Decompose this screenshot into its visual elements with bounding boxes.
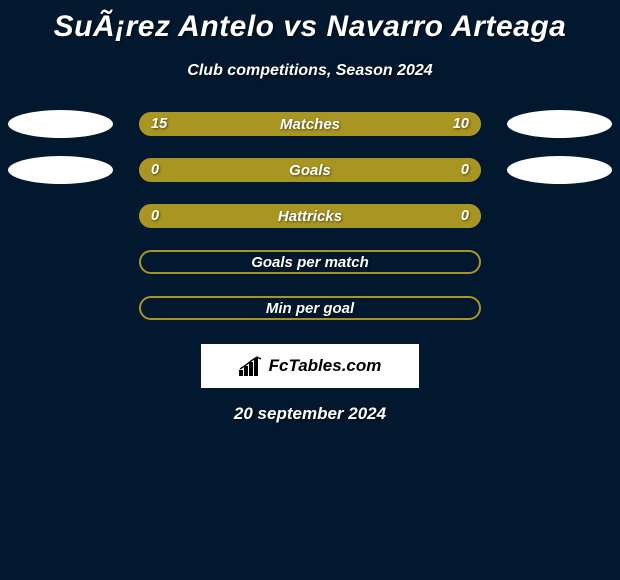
stat-value-left: 15 [151,116,167,132]
team-badge-left [8,110,113,138]
stat-label: Goals [289,162,331,179]
stat-bar: 0 Goals 0 [139,158,481,182]
stat-bar: Goals per match [139,250,481,274]
stat-value-left: 0 [151,162,159,178]
stat-value-right: 0 [461,162,469,178]
stat-row: Goals per match [0,250,620,274]
stat-value-left: 0 [151,208,159,224]
stat-label: Goals per match [251,254,369,271]
stat-row: 0 Goals 0 [0,158,620,182]
page-title: SuÃ¡rez Antelo vs Navarro Arteaga [0,0,620,44]
logo-text: FcTables.com [269,356,382,376]
subtitle: Club competitions, Season 2024 [0,62,620,80]
bars-icon [239,356,265,376]
logo: FcTables.com [239,356,382,376]
stat-label: Min per goal [266,300,354,317]
stats-container: 15 Matches 10 0 Goals 0 0 Hattricks 0 Goals per m… [0,112,620,320]
stat-label: Hattricks [278,208,342,225]
date-text: 20 september 2024 [0,404,620,424]
stat-bar: 0 Hattricks 0 [139,204,481,228]
stat-bar: Min per goal [139,296,481,320]
stat-value-right: 0 [461,208,469,224]
logo-box: FcTables.com [201,344,419,388]
bar-fill-right [310,158,481,182]
stat-value-right: 10 [453,116,469,132]
stat-row: 15 Matches 10 [0,112,620,136]
stat-row: Min per goal [0,296,620,320]
stat-label: Matches [280,116,340,133]
stat-bar: 15 Matches 10 [139,112,481,136]
team-badge-right [507,156,612,184]
team-badge-left [8,156,113,184]
stat-row: 0 Hattricks 0 [0,204,620,228]
team-badge-right [507,110,612,138]
bar-fill-left [139,158,310,182]
